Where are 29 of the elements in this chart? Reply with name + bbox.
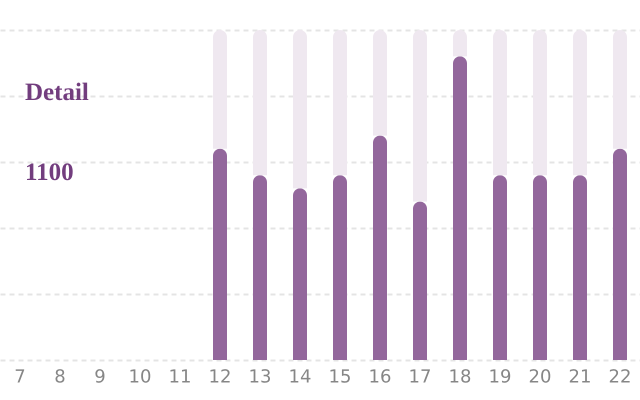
x-tick-label: 8: [54, 366, 66, 388]
bar: [293, 188, 307, 360]
bar: [333, 175, 347, 360]
x-tick-label: 7: [14, 366, 26, 388]
x-tick-label: 9: [94, 366, 106, 388]
bar: [573, 175, 587, 360]
x-tick-label: 16: [368, 366, 392, 388]
x-tick-label: 14: [288, 366, 312, 388]
x-tick-label: 21: [568, 366, 592, 388]
x-tick-label: 13: [248, 366, 272, 388]
bar: [533, 175, 547, 360]
bar: [253, 175, 267, 360]
x-tick-label: 10: [128, 366, 152, 388]
x-tick-label: 19: [488, 366, 512, 388]
annotation: Detail: [25, 79, 89, 106]
bar: [493, 175, 507, 360]
x-tick-label: 22: [608, 366, 632, 388]
x-tick-label: 20: [528, 366, 552, 388]
annotation: 1100: [25, 159, 74, 186]
bar: [413, 202, 427, 360]
x-tick-label: 15: [328, 366, 352, 388]
x-tick-label: 18: [448, 366, 472, 388]
bar: [373, 136, 387, 360]
bar: [453, 56, 467, 360]
x-tick-label: 17: [408, 366, 432, 388]
bar: [613, 148, 627, 360]
bar: [213, 148, 227, 360]
x-tick-label: 12: [208, 366, 232, 388]
x-tick-label: 11: [168, 366, 192, 388]
